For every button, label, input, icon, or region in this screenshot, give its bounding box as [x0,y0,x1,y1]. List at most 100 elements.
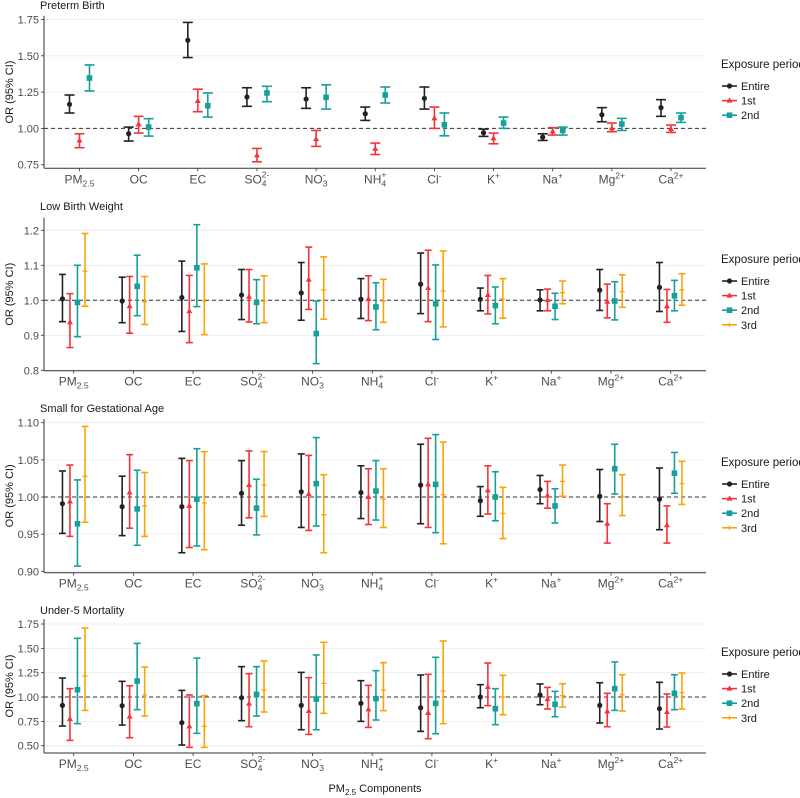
panel-low-birth-weight: Low Birth Weight 0.8 0.9 1.0 1.1 1.2 OR (95% C… [4,201,800,391]
point-estimate [261,483,267,488]
point-estimate [66,101,73,107]
point-estimate [373,695,379,702]
point-estimate [253,299,260,306]
point-estimate [500,695,506,700]
point-estimate [440,288,446,293]
y-tick-label: 0.50 [18,741,39,753]
point-estimate [619,692,625,697]
x-tick-label: Cl- [427,170,441,186]
point-estimate [86,75,93,81]
point-estimate [492,302,499,309]
x-tick-label: Na+ [541,575,561,591]
point-estimate [74,299,81,306]
x-tick-label: Mg2+ [598,755,625,771]
point-estimate [305,276,312,282]
point-estimate [599,112,605,118]
legend-label: 1st [741,684,756,696]
point-estimate [253,691,260,698]
point-estimate [382,92,389,98]
legend: Exposure period Entire 1st 2nd 3rd [721,254,800,332]
point-estimate [492,494,499,500]
point-estimate [500,511,506,516]
point-estimate [597,287,603,293]
point-estimate [205,102,211,109]
point-estimate [134,678,140,684]
point-estimate [678,114,684,121]
point-estimate [246,481,253,488]
series-3rd [81,627,686,749]
point-estimate [552,303,558,310]
x-tick-label: NH4+ [361,574,383,593]
x-tick-label: SO42- [240,754,265,773]
point-estimate [679,287,685,292]
legend-key-triangle-icon [726,97,733,103]
x-tick-label: Ca2+ [658,755,683,771]
point-estimate [440,688,446,693]
legend-label: 3rd [741,713,757,725]
point-estimate [66,715,73,722]
point-estimate [261,299,267,303]
point-estimate [671,470,678,477]
point-estimate [490,135,497,141]
y-tick-label: 1.0 [24,295,39,307]
point-estimate [604,520,611,526]
y-tick-label: 0.90 [18,566,39,578]
x-tick-label: Ca2+ [658,575,683,591]
y-tick-label: 0.95 [18,529,39,541]
point-estimate [303,96,309,102]
x-tick-label: EC [185,757,202,771]
point-estimate [671,292,678,299]
point-estimate [186,723,193,729]
series-2nd [84,64,686,137]
point-estimate [321,287,327,292]
point-estimate [372,145,379,151]
point-estimate [201,299,207,303]
x-tick-label: Mg2+ [598,575,625,591]
x-tick-label: Ca2+ [658,170,683,186]
point-estimate [238,490,245,496]
point-estimate [656,284,663,290]
point-estimate [373,488,379,494]
x-tick-label: OC [124,577,142,591]
point-estimate [365,295,372,301]
x-tick-label: PM2.5 [59,375,89,391]
legend-key-plus-icon [727,322,732,327]
point-estimate [142,692,148,697]
point-estimate [134,506,140,512]
point-estimate [82,673,88,678]
point-estimate [671,690,678,697]
point-estimate [313,330,320,337]
point-estimate [658,105,664,111]
x-tick-label: EC [185,577,202,591]
point-estimate [313,135,320,142]
point-estimate [679,481,685,486]
point-estimate [604,708,611,714]
point-estimate [418,281,424,287]
point-estimate [611,465,618,472]
x-tick-label: Cl- [425,373,439,389]
y-tick-label: 1.10 [18,418,39,430]
point-estimate [380,299,386,303]
y-tick-label: 1.05 [18,455,39,467]
point-estimate [365,493,372,499]
legend-label: Entire [741,81,770,93]
point-estimate [238,695,245,701]
point-estimate [185,37,191,43]
point-estimate [663,303,670,309]
point-estimate [179,504,185,510]
point-estimate [82,269,88,274]
point-estimate [74,520,81,527]
point-estimate [119,298,125,304]
y-tick-label: 1.1 [24,260,39,272]
point-estimate [440,492,446,497]
point-estimate [380,497,386,502]
y-tick-label: 1.25 [18,87,39,99]
legend-label: 1st [741,96,756,108]
point-estimate [500,296,506,301]
legend-label: 1st [741,291,756,303]
point-estimate [298,290,304,296]
point-estimate [186,502,193,508]
panel-title: Small for Gestational Age [40,403,164,415]
legend-key-plus-icon [727,525,732,530]
x-tick-label: EC [189,172,206,186]
